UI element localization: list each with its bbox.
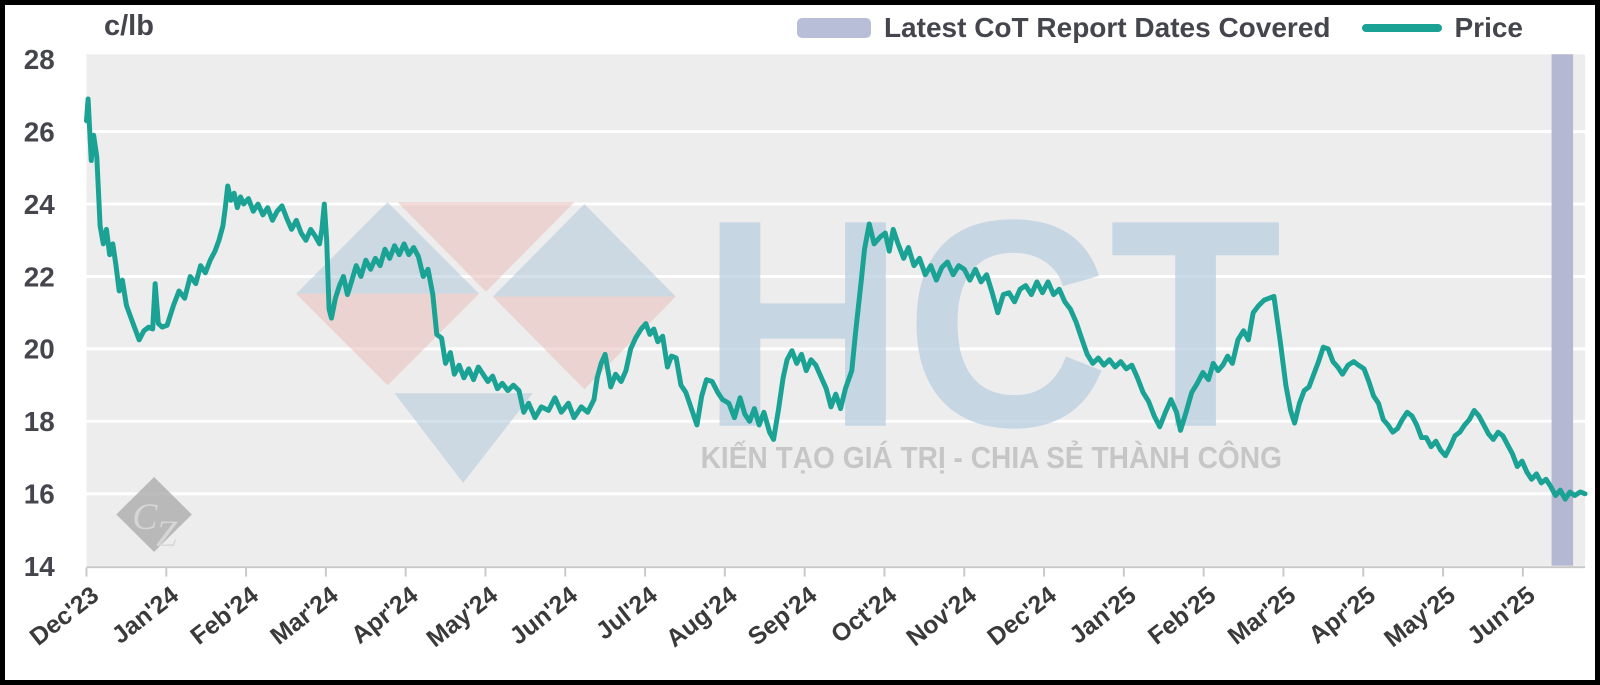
y-tick-label: 28 — [24, 44, 55, 75]
y-tick-label: 22 — [24, 261, 55, 292]
cz-monogram-letter-z: Z — [156, 513, 178, 555]
price-legend-swatch — [1361, 24, 1442, 32]
x-tick-label: Jun'24 — [505, 582, 583, 651]
x-tick-label: Jun'25 — [1463, 582, 1541, 651]
y-tick-label: 18 — [24, 406, 55, 437]
x-tick-label: Sep'24 — [743, 582, 822, 652]
watermark-logo-triangle — [394, 393, 533, 483]
watermark-brand-text: HCT — [701, 158, 1282, 489]
watermark-logo-triangle — [492, 296, 676, 390]
x-tick-label: Jan'24 — [107, 582, 184, 650]
x-tick-label: Feb'25 — [1143, 582, 1221, 651]
watermark-logo-triangle — [397, 202, 575, 292]
y-tick-label: 20 — [24, 334, 55, 365]
cot-report-band — [1551, 54, 1574, 566]
y-axis-unit-label: c/lb — [104, 10, 154, 42]
cot-band-legend-label: Latest CoT Report Dates Covered — [883, 12, 1331, 43]
x-tick-label: Apr'25 — [1304, 582, 1381, 650]
x-tick-label: Jan'25 — [1065, 582, 1142, 650]
x-tick-label: Oct'24 — [826, 582, 902, 649]
x-tick-label: Dec'23 — [25, 582, 104, 651]
x-tick-label: May'25 — [1380, 582, 1461, 653]
watermark-logo-triangle — [296, 202, 480, 294]
watermark-logo-triangle — [492, 204, 676, 297]
cz-monogram-letter-c: C — [132, 496, 158, 538]
x-tick-label: Apr'24 — [347, 582, 424, 650]
x-tick-label: Feb'24 — [186, 582, 264, 651]
price-line — [84, 96, 1588, 502]
x-tick-label: May'24 — [422, 582, 503, 653]
price-legend-label: Price — [1454, 12, 1524, 43]
y-tick-label: 16 — [24, 479, 55, 510]
x-tick-label: Jul'24 — [591, 582, 663, 646]
watermark-tagline: KIẾN TẠO GIÁ TRỊ - CHIA SẺ THÀNH CÔNG — [701, 439, 1282, 475]
x-tick-label: Nov'24 — [902, 582, 982, 652]
cz-monogram-diamond — [116, 477, 192, 552]
y-tick-label: 24 — [24, 189, 56, 220]
x-tick-label: Mar'24 — [266, 582, 344, 651]
y-tick-label: 26 — [24, 117, 55, 148]
y-tick-label: 14 — [24, 551, 56, 582]
chart-legend: Latest CoT Report Dates Covered Price — [796, 12, 1524, 44]
x-tick-label: Mar'25 — [1223, 582, 1301, 651]
x-tick-label: Aug'24 — [661, 582, 742, 653]
x-tick-label: Dec'24 — [983, 582, 1062, 652]
cot-band-legend-swatch — [796, 18, 871, 38]
